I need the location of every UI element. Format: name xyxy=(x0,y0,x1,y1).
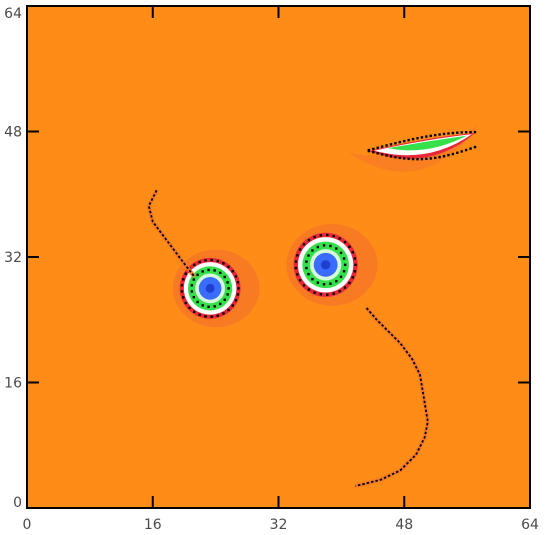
right-arc xyxy=(355,306,430,488)
upper-right-filament xyxy=(348,125,479,172)
heatmap-features xyxy=(146,125,479,488)
center-vortex xyxy=(286,223,378,306)
y-tick-label: 48 xyxy=(4,125,22,141)
x-tick-label: 48 xyxy=(395,517,413,533)
upper-right-filament-green xyxy=(387,135,467,151)
x-tick-label: 0 xyxy=(23,517,32,533)
y-tick-label: 16 xyxy=(4,376,22,392)
left-vortex xyxy=(172,249,260,328)
center-vortex-dark-core xyxy=(320,260,331,270)
field-background xyxy=(27,6,530,508)
y-tick-label: 64 xyxy=(4,6,22,22)
upper-right-filament-contour-dots xyxy=(367,130,477,161)
y-tick-label: 0 xyxy=(13,495,22,511)
x-tick-label: 16 xyxy=(144,517,162,533)
x-tick-label: 32 xyxy=(270,517,288,533)
upper-right-filament-halo xyxy=(348,125,479,172)
axis-ticks xyxy=(27,6,530,508)
left-arc-halo xyxy=(146,189,196,278)
center-vortex-contour-dots xyxy=(294,233,357,296)
right-arc-line xyxy=(355,307,429,487)
heatmap-field xyxy=(27,6,530,508)
left-vortex-contour-dots xyxy=(180,258,240,318)
left-vortex-dark-core xyxy=(205,283,215,293)
left-arc xyxy=(146,189,196,278)
x-tick-label: 64 xyxy=(521,517,539,533)
axis-tick-labels: 0 16 32 48 64 0 16 32 48 64 xyxy=(4,6,539,533)
y-tick-label: 32 xyxy=(4,250,22,266)
